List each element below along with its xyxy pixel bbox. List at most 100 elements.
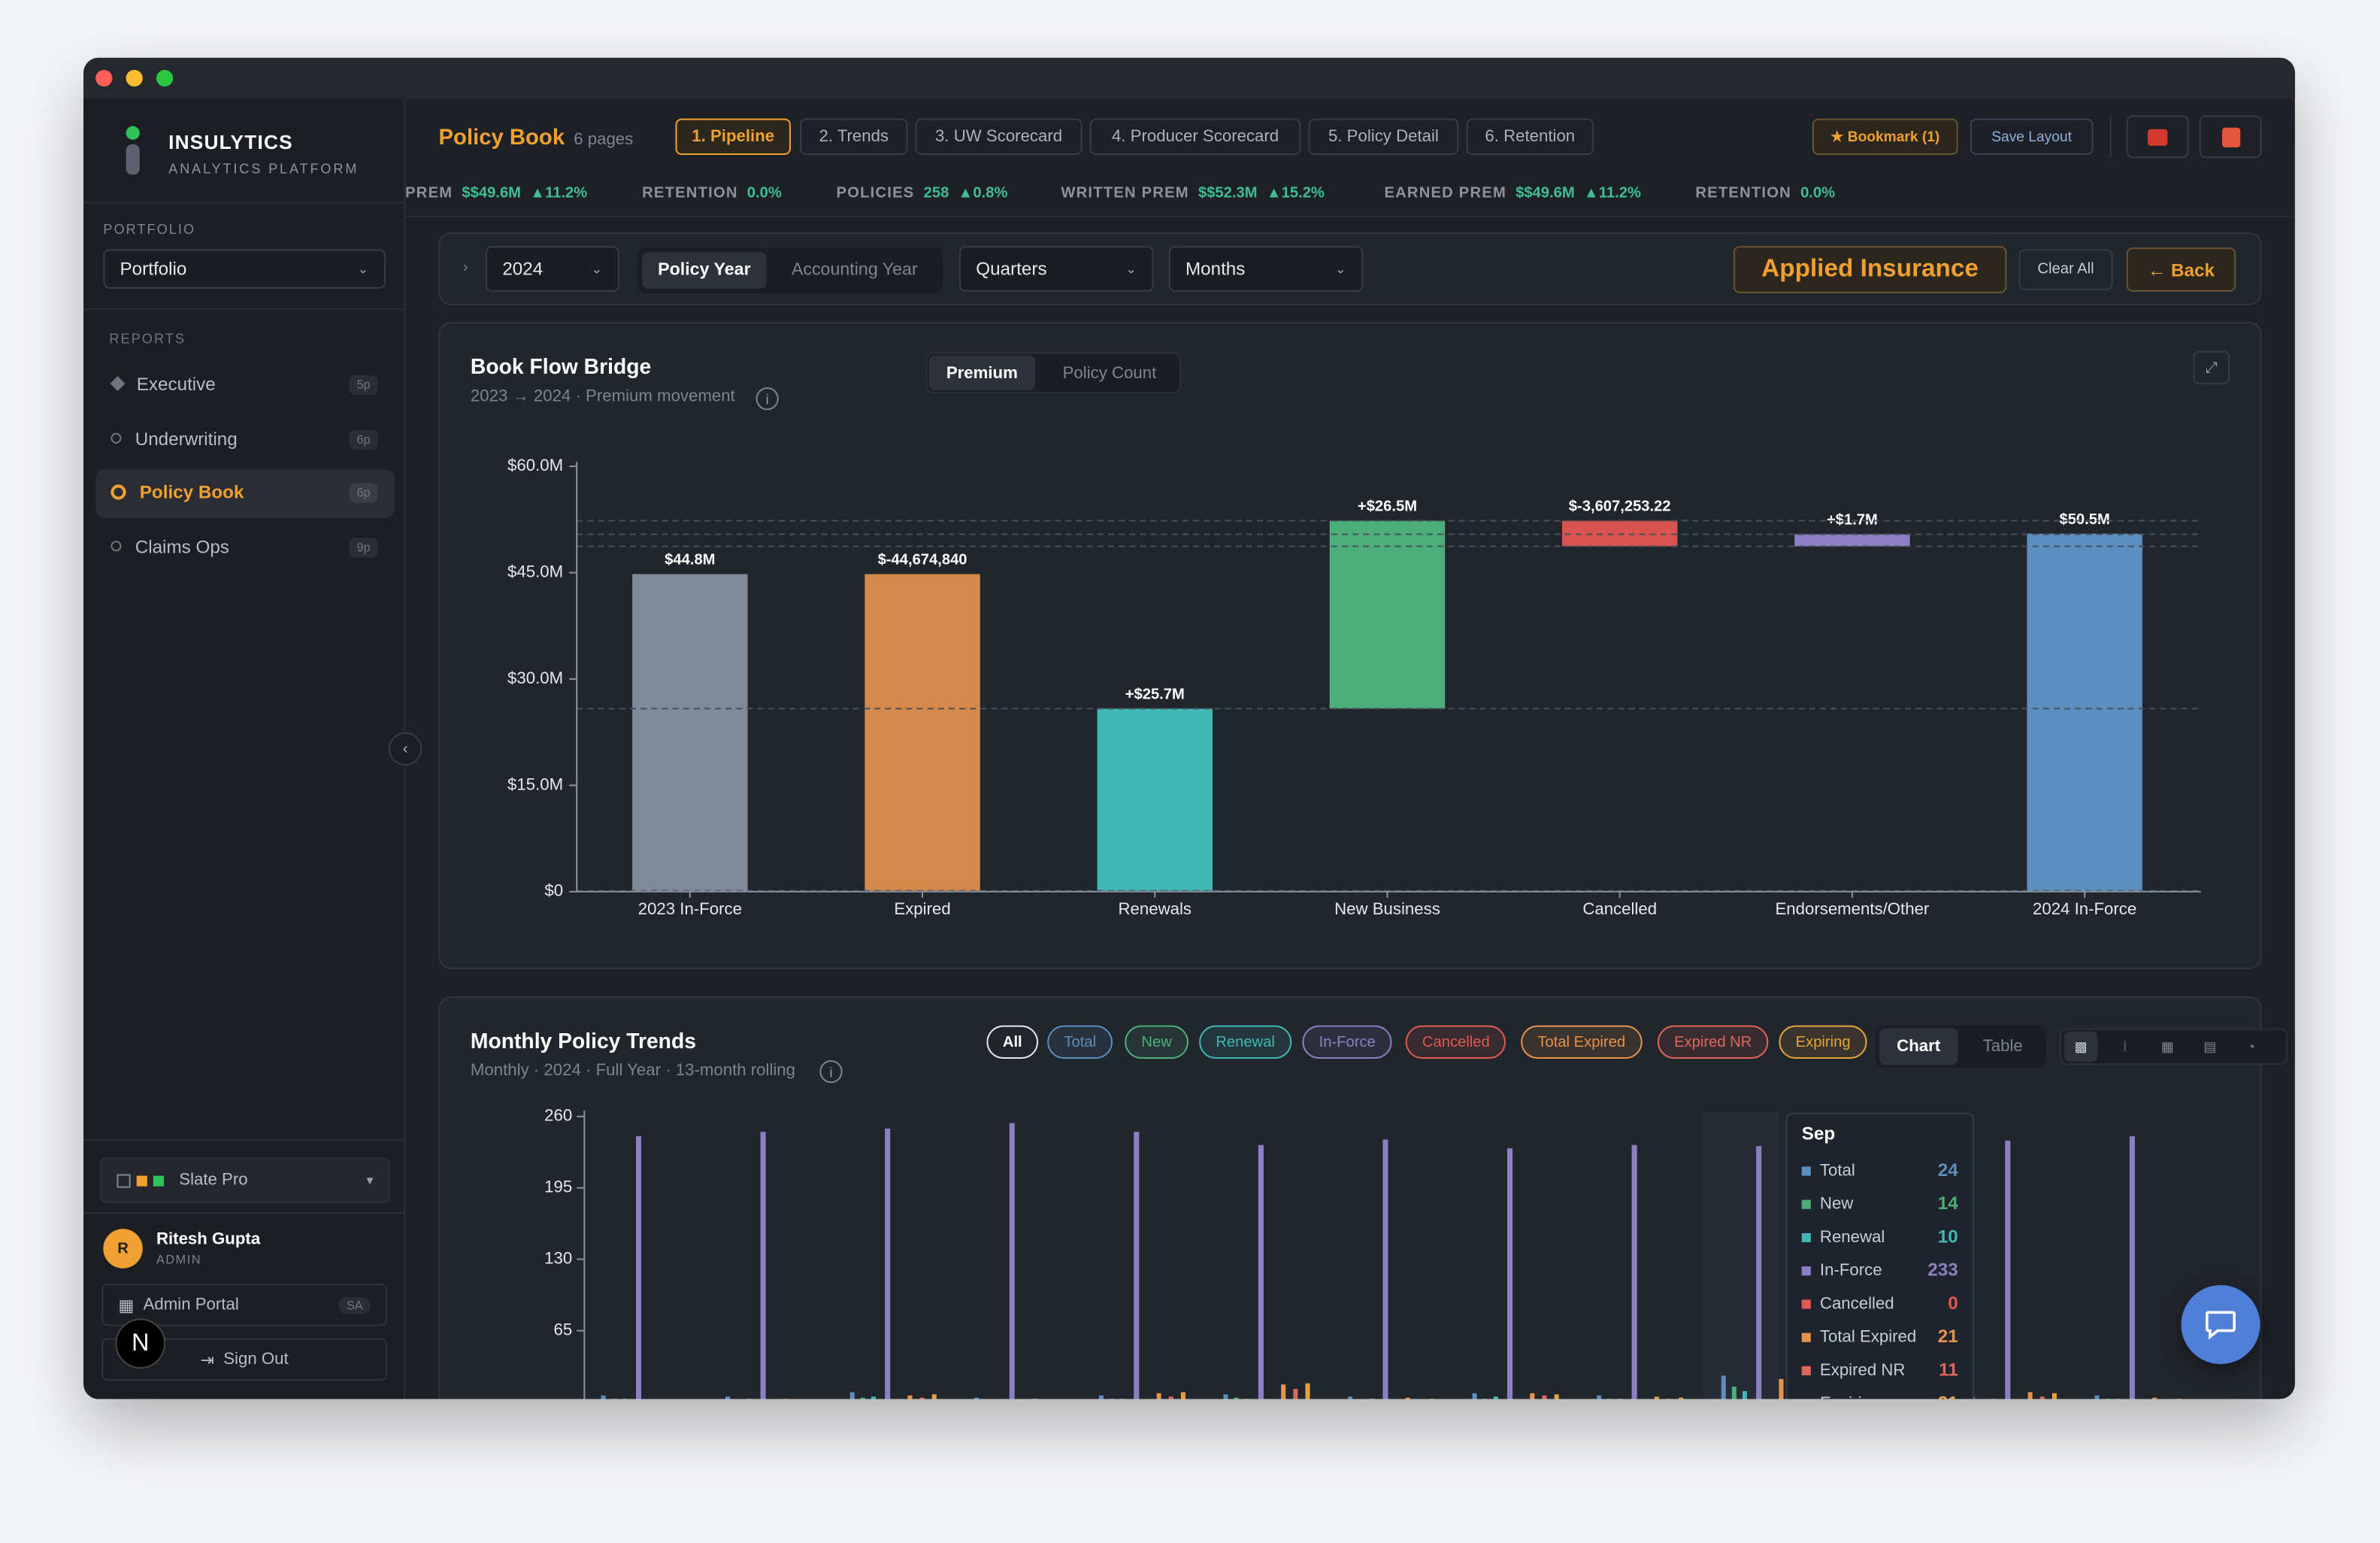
granularity-select[interactable]: Months ⌄ — [1168, 246, 1364, 292]
back[interactable]: ← Back — [2126, 247, 2236, 292]
filter-chip[interactable]: Total — [1047, 1025, 1113, 1059]
user-name: Ritesh Gupta — [156, 1230, 261, 1249]
page-count: 6 pages — [574, 130, 634, 149]
sign-out[interactable]: ⇥ Sign Out — [101, 1338, 387, 1381]
x-tick-label: Sep — [1741, 1410, 1771, 1429]
expand-button[interactable]: ⤢ — [2193, 350, 2230, 385]
chevron: ⌄ — [357, 260, 369, 276]
export-pdf[interactable] — [2126, 115, 2189, 159]
bar — [1731, 1387, 1737, 1399]
kpi-value: 258 — [923, 185, 949, 202]
bar — [1856, 1399, 1861, 1402]
user-role: ADMIN — [156, 1253, 202, 1267]
bar — [1110, 1399, 1114, 1402]
clear-all[interactable]: Clear All — [2018, 249, 2113, 290]
toggle-active[interactable]: Chart — [1879, 1028, 1958, 1066]
bar — [1607, 1399, 1612, 1402]
filter-chip[interactable]: Expired NR — [1657, 1025, 1769, 1059]
tab[interactable]: 2. Trends — [800, 118, 908, 156]
collapse-button[interactable]: ‹ — [388, 732, 422, 766]
chart-type-icon[interactable]: ▩ — [2064, 1031, 2098, 1063]
x-tick-label: 2023 In-Force — [638, 899, 742, 918]
bookmark[interactable]: ★ Bookmark (1) — [1812, 118, 1958, 156]
toggle-option[interactable]: Policy Count — [1062, 363, 1157, 383]
export-ppt[interactable] — [2199, 115, 2262, 159]
tooltip-name: Expiring — [1820, 1393, 1880, 1412]
info-icon[interactable]: i — [755, 387, 779, 411]
bar — [1223, 1394, 1228, 1399]
minimize-dot[interactable] — [126, 69, 143, 87]
tab[interactable]: 5. Policy Detail — [1308, 118, 1459, 156]
nav-item[interactable]: Policy Book — [139, 481, 244, 503]
tab[interactable]: 6. Retention — [1466, 118, 1594, 156]
bar — [1245, 1399, 1249, 1402]
bar — [2164, 1400, 2169, 1402]
bar — [783, 1399, 788, 1402]
tab[interactable]: 3. UW Scorecard — [915, 118, 1083, 156]
tooltip-name: Renewal — [1820, 1227, 1885, 1246]
bar — [1742, 1390, 1748, 1399]
tab[interactable]: 4. Producer Scorecard — [1089, 118, 1301, 156]
toggle-active[interactable]: Policy Year — [642, 252, 767, 289]
tooltip-value: 11 — [1939, 1360, 1958, 1380]
tooltip-value: 10 — [1938, 1226, 1958, 1247]
zoom-dot[interactable] — [156, 69, 174, 87]
hover-column — [1703, 1111, 1779, 1399]
bar — [622, 1399, 627, 1402]
filter-chip[interactable]: In-Force — [1302, 1025, 1393, 1059]
year-select[interactable]: 2024 ⌄ — [486, 246, 619, 292]
y-tick-label: $45.0M — [507, 562, 563, 581]
filter-chip[interactable]: New — [1125, 1025, 1189, 1059]
portfolio-select[interactable]: Portfolio ⌄ — [103, 249, 386, 289]
divider — [83, 202, 406, 204]
period-select[interactable]: Quarters ⌄ — [959, 246, 1154, 292]
kpi-label: WRITTEN PREM — [1061, 185, 1189, 202]
theme-select[interactable]: Slate Pro ▾ — [100, 1157, 390, 1203]
dev-badge[interactable]: N — [115, 1318, 166, 1369]
info-icon[interactable]: i — [819, 1060, 843, 1084]
tab-active[interactable]: 1. Pipeline — [675, 118, 791, 156]
toggle-active[interactable]: Premium — [928, 355, 1036, 391]
admin-portal[interactable]: ▦ Admin Portal SA — [101, 1283, 387, 1326]
chart-type-icon[interactable]: ▤ — [2203, 1038, 2217, 1053]
tooltip-swatch — [1801, 1299, 1811, 1309]
x-tick-label: 2024 In-Force — [2033, 899, 2136, 918]
bar — [736, 1400, 740, 1402]
kpi-change: ▲11.2% — [530, 185, 588, 202]
filter-chip[interactable]: Total Expired — [1521, 1025, 1643, 1059]
kpi-value: $$49.6M — [462, 185, 522, 202]
filter-chip-all[interactable]: All — [986, 1025, 1039, 1059]
y-tick-label: 260 — [544, 1106, 572, 1125]
chart-type-icon[interactable]: ⦚ — [2123, 1038, 2127, 1053]
filter-chip[interactable]: Cancelled — [1405, 1025, 1506, 1059]
filter-chip[interactable]: Renewal — [1199, 1025, 1292, 1059]
toggle-option[interactable]: Table — [1982, 1037, 2023, 1056]
save-layout[interactable]: Save Layout — [1970, 118, 2094, 156]
filter-chip[interactable]: Expiring — [1779, 1025, 1867, 1059]
kpi-label: PREM — [405, 185, 453, 202]
chart-type-icon[interactable]: ▦ — [2160, 1038, 2174, 1053]
header-divider — [405, 215, 2295, 217]
expand-arrow[interactable]: › — [462, 259, 468, 277]
y-tick-label: 130 — [544, 1249, 572, 1268]
bar — [907, 1395, 913, 1399]
avatar[interactable]: R — [103, 1229, 143, 1269]
app-window: INSULYTICS ANALYTICS PLATFORM PORTFOLIO … — [83, 57, 2295, 1429]
bar — [974, 1397, 980, 1399]
close-dot[interactable] — [95, 69, 113, 87]
divider — [83, 1212, 406, 1214]
chart-type-icon[interactable]: ◔ — [2246, 1038, 2255, 1054]
nav-item[interactable]: Underwriting — [135, 428, 238, 450]
tooltip-swatch — [1801, 1332, 1811, 1342]
bar — [1493, 1396, 1498, 1399]
toggle-option[interactable]: Accounting Year — [791, 261, 918, 280]
nav-item[interactable]: Claims Ops — [135, 536, 229, 558]
x-tick-label: Expired — [894, 899, 950, 918]
bar — [746, 1399, 751, 1402]
bar — [919, 1397, 925, 1399]
nav-item[interactable]: Executive — [136, 373, 216, 396]
bar — [1418, 1400, 1422, 1402]
bar — [860, 1397, 865, 1399]
chat-button[interactable] — [2181, 1285, 2260, 1365]
bar — [1506, 1148, 1513, 1399]
